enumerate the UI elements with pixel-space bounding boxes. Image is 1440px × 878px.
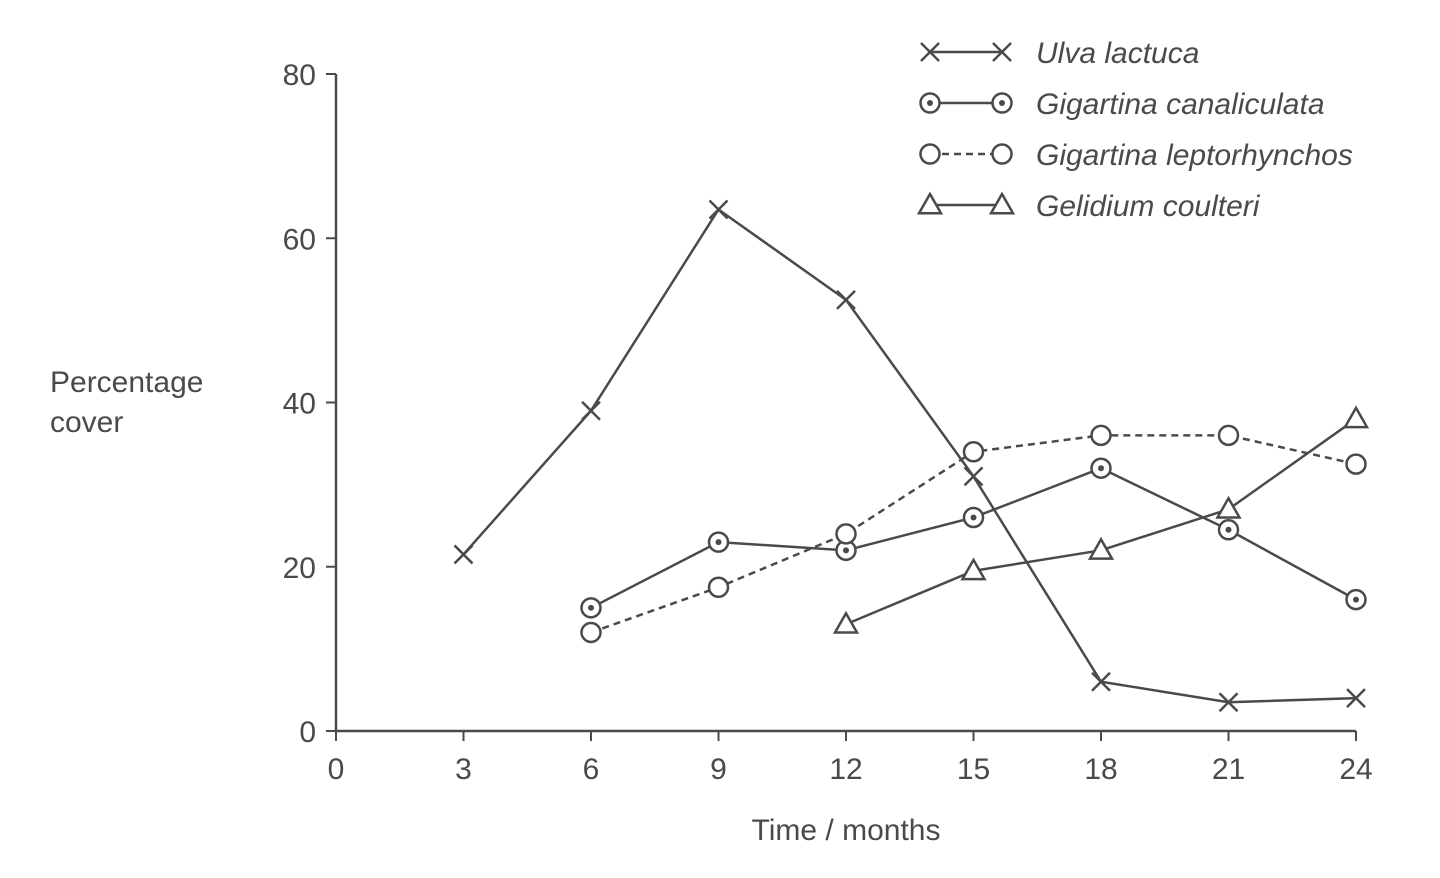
data-point-gigartina-leptorhynchos (1345, 453, 1367, 475)
legend-item-ulva-lactuca: Ulva lactuca (920, 37, 1199, 70)
x-tick-label: 18 (1084, 753, 1117, 786)
y-tick-label: 0 (299, 716, 316, 749)
y-tick-label: 40 (283, 388, 316, 421)
x-tick-label: 0 (328, 753, 345, 786)
series-ulva-lactuca (453, 199, 1366, 713)
data-point-ulva-lactuca (1218, 692, 1239, 713)
legend-marker (919, 143, 941, 165)
x-tick-label: 24 (1339, 753, 1372, 786)
data-point-gigartina-canaliculata (962, 506, 985, 529)
y-tick-label: 60 (283, 223, 316, 256)
data-point-gigartina-leptorhynchos (1217, 424, 1240, 447)
data-point-ulva-lactuca (1091, 671, 1111, 692)
x-tick-label: 3 (455, 753, 472, 786)
series-line-ulva-lactuca (462, 207, 1357, 704)
data-point-gigartina-canaliculata (707, 531, 730, 553)
legend-item-gigartina-leptorhynchos: Gigartina leptorhynchos (919, 139, 1353, 172)
legend-marker (920, 42, 940, 62)
data-point-gigartina-leptorhynchos (835, 523, 857, 545)
data-point-ulva-lactuca (581, 400, 601, 421)
data-point-gelidium-coulteri (1215, 495, 1242, 519)
data-point-gigartina-leptorhynchos (707, 576, 730, 599)
series-layer (453, 199, 1370, 713)
series-gigartina-canaliculata (580, 457, 1367, 619)
series-line-gelidium-coulteri (845, 417, 1357, 626)
x-tick-label: 15 (957, 753, 990, 786)
data-point-ulva-lactuca (453, 544, 474, 565)
data-point-gigartina-leptorhynchos (1090, 424, 1112, 447)
x-tick-label: 12 (829, 753, 862, 786)
legend-item-gigartina-canaliculata: Gigartina canaliculata (919, 88, 1325, 121)
series-line-gigartina-canaliculata (590, 466, 1357, 609)
legend-marker (992, 42, 1012, 62)
legend-marker (919, 92, 941, 114)
series-gelidium-coulteri (832, 405, 1370, 634)
data-point-gelidium-coulteri (832, 610, 860, 634)
data-point-gigartina-canaliculata (1345, 588, 1367, 611)
legend: Ulva lactuca Gigartina canaliculata Gigart… (916, 37, 1353, 223)
legend-item-gelidium-coulteri: Gelidium coulteri (916, 190, 1261, 223)
x-ticks: 0 3 6 9 12 15 18 21 24 (328, 731, 1373, 786)
data-point-gigartina-canaliculata (1217, 519, 1240, 541)
data-point-ulva-lactuca (1346, 688, 1366, 709)
legend-marker (991, 143, 1013, 165)
legend-marker (991, 92, 1013, 114)
data-point-gigartina-leptorhynchos (962, 441, 985, 463)
data-point-gigartina-canaliculata (1090, 457, 1112, 479)
x-tick-label: 9 (710, 753, 727, 786)
series-gigartina-leptorhynchos (580, 424, 1367, 644)
legend-label: Gelidium coulteri (1036, 190, 1261, 223)
data-point-gigartina-canaliculata (580, 597, 602, 619)
x-tick-label: 21 (1212, 753, 1245, 786)
data-point-ulva-lactuca (963, 466, 984, 487)
y-ticks: 0 20 40 60 80 (283, 59, 336, 749)
legend-label: Gigartina leptorhynchos (1036, 139, 1353, 172)
y-axis-title-line-1: Percentage (50, 366, 203, 399)
data-point-gigartina-leptorhynchos (580, 621, 602, 644)
data-point-gelidium-coulteri (1087, 536, 1115, 560)
data-point-gelidium-coulteri (1342, 405, 1370, 429)
legend-label: Gigartina canaliculata (1036, 88, 1325, 121)
x-axis-title: Time / months (752, 814, 941, 847)
series-line-gigartina-leptorhynchos (590, 434, 1357, 634)
legend-label: Ulva lactuca (1036, 37, 1199, 70)
y-tick-label: 20 (283, 552, 316, 585)
data-point-ulva-lactuca (836, 289, 856, 310)
legend-marker (988, 191, 1016, 215)
y-tick-label: 80 (283, 59, 316, 92)
legend-marker (916, 191, 944, 215)
data-point-ulva-lactuca (708, 199, 729, 220)
y-axis-title-line-2: cover (50, 406, 123, 439)
data-point-gelidium-coulteri (960, 557, 987, 581)
x-tick-label: 6 (583, 753, 600, 786)
